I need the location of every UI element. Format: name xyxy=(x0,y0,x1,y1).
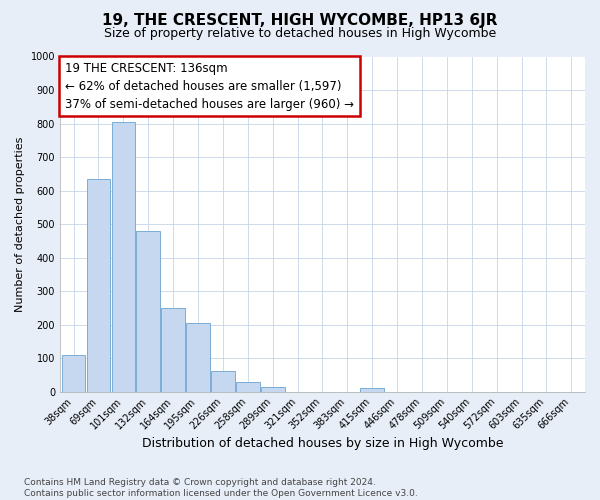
Bar xyxy=(211,372,235,392)
Bar xyxy=(236,382,260,392)
Bar xyxy=(112,122,135,392)
Bar xyxy=(261,386,284,392)
Bar xyxy=(86,179,110,392)
Bar xyxy=(62,354,85,392)
Bar xyxy=(161,308,185,392)
Text: 19 THE CRESCENT: 136sqm
← 62% of detached houses are smaller (1,597)
37% of semi: 19 THE CRESCENT: 136sqm ← 62% of detache… xyxy=(65,62,354,110)
Bar xyxy=(136,230,160,392)
Text: 19, THE CRESCENT, HIGH WYCOMBE, HP13 6JR: 19, THE CRESCENT, HIGH WYCOMBE, HP13 6JR xyxy=(102,12,498,28)
X-axis label: Distribution of detached houses by size in High Wycombe: Distribution of detached houses by size … xyxy=(142,437,503,450)
Bar xyxy=(361,388,384,392)
Y-axis label: Number of detached properties: Number of detached properties xyxy=(15,136,25,312)
Text: Size of property relative to detached houses in High Wycombe: Size of property relative to detached ho… xyxy=(104,28,496,40)
Bar xyxy=(186,323,210,392)
Text: Contains HM Land Registry data © Crown copyright and database right 2024.
Contai: Contains HM Land Registry data © Crown c… xyxy=(24,478,418,498)
